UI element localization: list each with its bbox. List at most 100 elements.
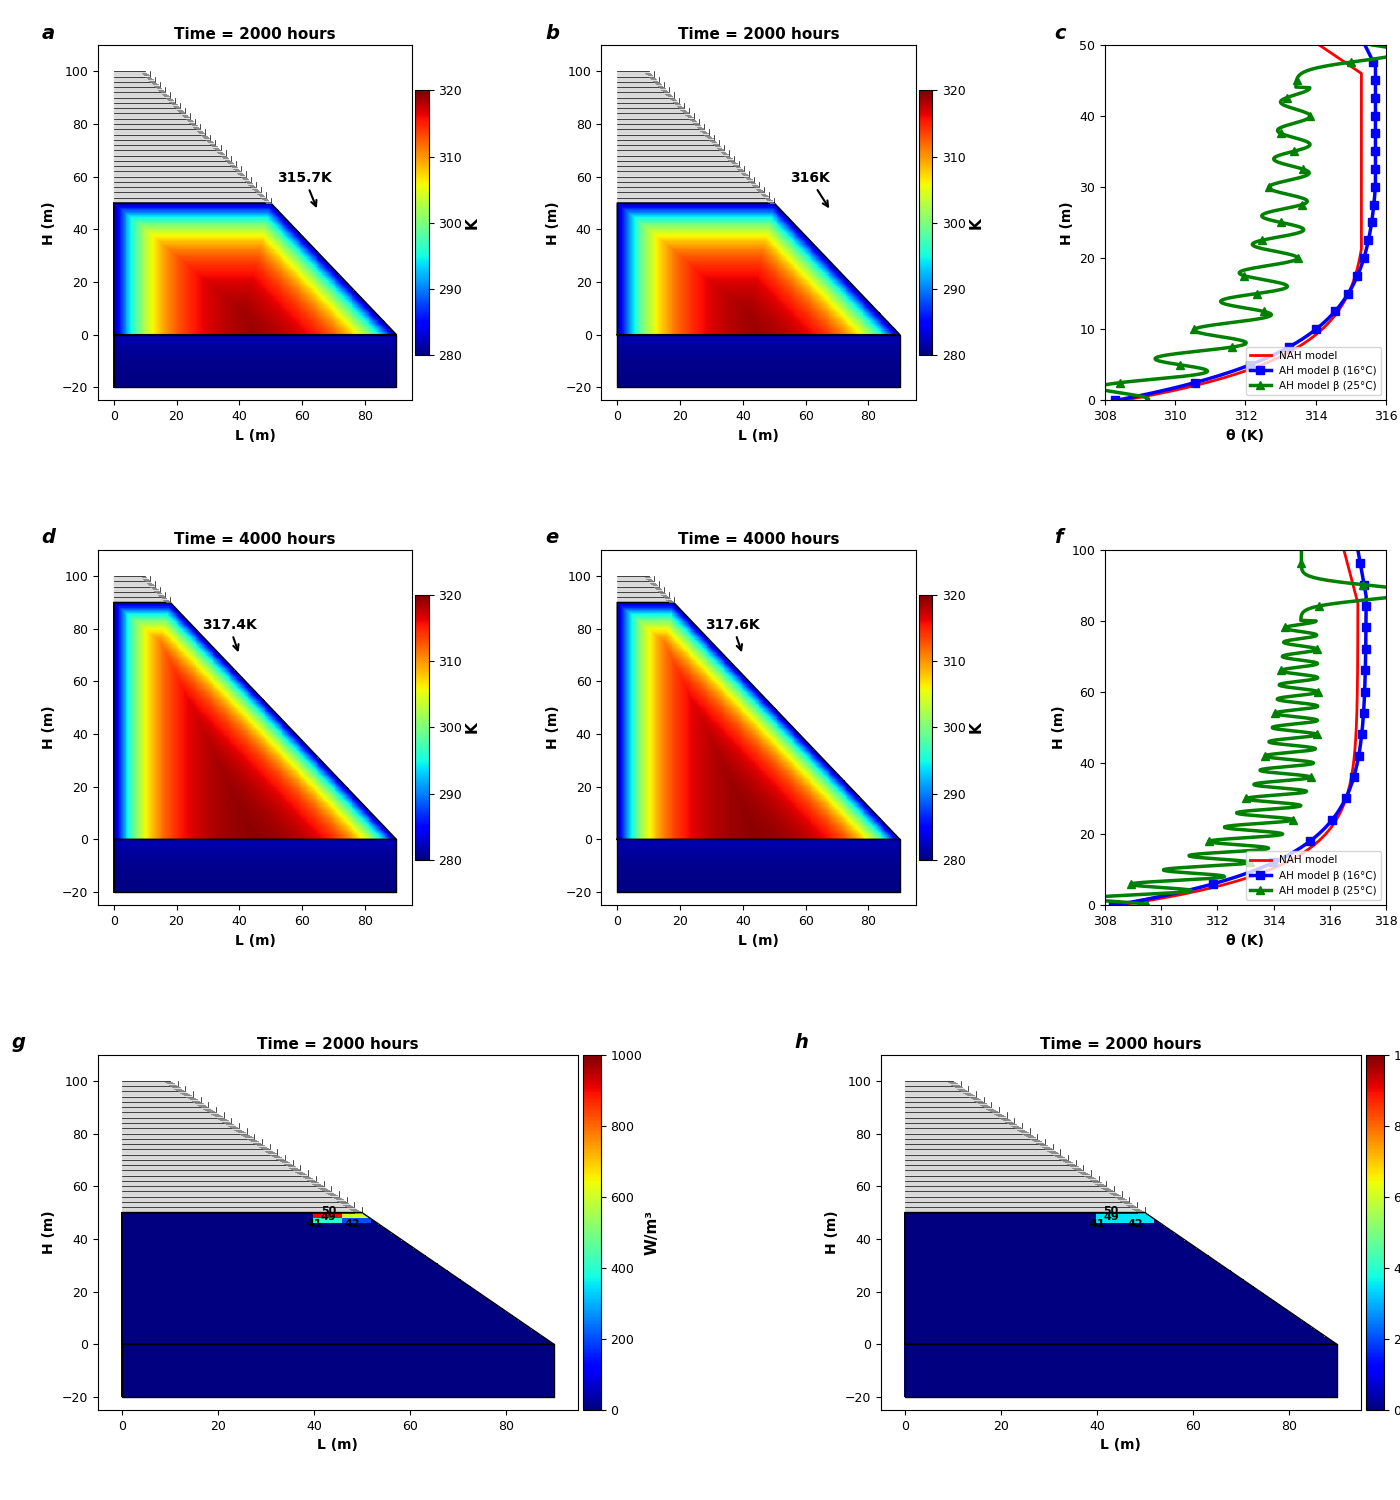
AH model β (25°C) xyxy=(1138,896,1155,914)
Text: g: g xyxy=(11,1034,25,1052)
AH model β (16°C) xyxy=(1357,36,1373,54)
Polygon shape xyxy=(113,140,216,146)
Polygon shape xyxy=(122,1191,339,1197)
Polygon shape xyxy=(113,198,270,202)
Y-axis label: K: K xyxy=(465,722,480,734)
Polygon shape xyxy=(617,177,755,182)
Title: Time = 2000 hours: Time = 2000 hours xyxy=(678,27,840,42)
Polygon shape xyxy=(113,166,241,171)
AH model β (25°C) xyxy=(1138,392,1155,410)
Y-axis label: H (m): H (m) xyxy=(42,1210,56,1254)
Polygon shape xyxy=(617,104,683,108)
Polygon shape xyxy=(113,576,150,582)
Polygon shape xyxy=(122,1128,246,1134)
X-axis label: L (m): L (m) xyxy=(738,429,778,442)
NAH model xyxy=(1336,542,1352,560)
AH model β (16°C) xyxy=(1362,220,1379,238)
Y-axis label: H (m): H (m) xyxy=(1060,201,1074,244)
Polygon shape xyxy=(904,1118,1014,1124)
Text: 42: 42 xyxy=(1127,1220,1142,1228)
Polygon shape xyxy=(904,1155,1068,1160)
Polygon shape xyxy=(122,1186,332,1191)
AH model β (25°C) xyxy=(1294,542,1310,560)
Polygon shape xyxy=(122,1107,216,1113)
Line: NAH model: NAH model xyxy=(1119,550,1358,904)
Polygon shape xyxy=(113,98,175,104)
NAH model xyxy=(1352,220,1369,238)
Polygon shape xyxy=(904,1202,1137,1208)
Polygon shape xyxy=(113,592,165,597)
Polygon shape xyxy=(122,1149,277,1155)
Polygon shape xyxy=(122,1144,270,1149)
Y-axis label: K: K xyxy=(465,217,480,228)
AH model β (16°C) xyxy=(1107,392,1124,410)
NAH model xyxy=(1352,180,1369,198)
Polygon shape xyxy=(617,171,749,177)
Polygon shape xyxy=(113,104,181,108)
X-axis label: L (m): L (m) xyxy=(235,429,276,442)
NAH model xyxy=(1347,728,1364,746)
AH model β (16°C) xyxy=(1351,549,1368,567)
Polygon shape xyxy=(617,108,689,114)
NAH model xyxy=(1348,704,1365,722)
Polygon shape xyxy=(904,1107,1000,1113)
AH model β (16°C) xyxy=(1354,726,1371,744)
Text: 41: 41 xyxy=(307,1220,322,1228)
Y-axis label: K: K xyxy=(969,722,984,734)
Polygon shape xyxy=(113,82,160,87)
Polygon shape xyxy=(617,76,658,82)
Polygon shape xyxy=(904,1102,991,1107)
Polygon shape xyxy=(122,1134,255,1138)
Polygon shape xyxy=(113,582,155,586)
NAH model xyxy=(1348,726,1365,744)
Polygon shape xyxy=(122,1197,347,1202)
Polygon shape xyxy=(122,1176,316,1180)
Polygon shape xyxy=(122,1202,354,1208)
NAH model xyxy=(1352,222,1369,240)
Polygon shape xyxy=(617,146,724,150)
Y-axis label: H (m): H (m) xyxy=(546,705,560,750)
Title: Time = 4000 hours: Time = 4000 hours xyxy=(678,532,839,548)
Polygon shape xyxy=(904,1134,1037,1138)
Polygon shape xyxy=(904,1092,976,1096)
AH model β (25°C) xyxy=(1308,726,1324,744)
Polygon shape xyxy=(617,192,769,198)
AH model β (25°C) xyxy=(1294,549,1310,567)
X-axis label: θ (K): θ (K) xyxy=(1226,429,1264,442)
Y-axis label: H (m): H (m) xyxy=(825,1210,839,1254)
Text: 49: 49 xyxy=(321,1212,336,1222)
NAH model xyxy=(1348,684,1365,702)
Text: h: h xyxy=(795,1034,808,1052)
Polygon shape xyxy=(113,150,225,156)
AH model β (16°C) xyxy=(1366,100,1383,118)
Title: Time = 2000 hours: Time = 2000 hours xyxy=(258,1036,419,1052)
Polygon shape xyxy=(904,1128,1029,1134)
Polygon shape xyxy=(904,1149,1060,1155)
Polygon shape xyxy=(122,1155,286,1160)
Y-axis label: H (m): H (m) xyxy=(546,201,560,244)
Text: 50: 50 xyxy=(1103,1206,1119,1216)
X-axis label: L (m): L (m) xyxy=(738,933,778,948)
Polygon shape xyxy=(122,1170,308,1176)
Polygon shape xyxy=(617,188,764,192)
AH model β (16°C) xyxy=(1355,704,1372,722)
AH model β (25°C) xyxy=(1295,220,1312,238)
Polygon shape xyxy=(617,592,669,597)
Text: 41: 41 xyxy=(1089,1220,1105,1228)
Polygon shape xyxy=(113,76,155,82)
Legend: NAH model, AH model β (16°C), AH model β (25°C): NAH model, AH model β (16°C), AH model β… xyxy=(1246,346,1380,396)
Polygon shape xyxy=(904,1086,969,1092)
AH model β (25°C) xyxy=(1294,222,1310,240)
Polygon shape xyxy=(113,156,231,160)
Text: 315.7K: 315.7K xyxy=(277,171,332,206)
Text: 316K: 316K xyxy=(790,171,830,207)
Polygon shape xyxy=(113,87,165,93)
Polygon shape xyxy=(617,150,729,156)
Polygon shape xyxy=(122,1180,323,1186)
Polygon shape xyxy=(617,124,704,129)
AH model β (16°C) xyxy=(1350,542,1366,560)
Line: AH model β (25°C): AH model β (25°C) xyxy=(1095,40,1400,405)
Polygon shape xyxy=(113,188,260,192)
Polygon shape xyxy=(113,192,266,198)
Text: a: a xyxy=(42,24,55,42)
